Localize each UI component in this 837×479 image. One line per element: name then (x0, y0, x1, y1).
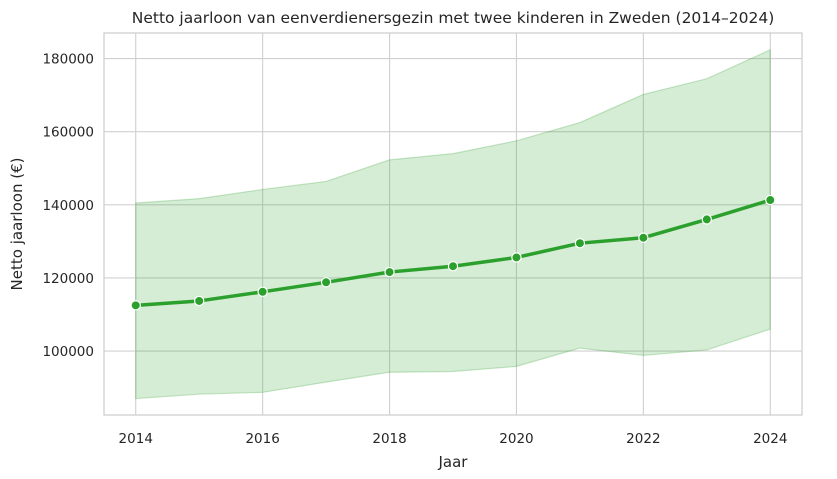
y-tick-label: 120000 (42, 271, 94, 287)
confidence-band-layer (135, 48, 771, 400)
confidence-band (135, 48, 771, 400)
x-tick-label: 2020 (499, 431, 533, 447)
data-point (384, 266, 395, 278)
x-tick-label: 2016 (245, 431, 279, 447)
data-point (130, 300, 141, 311)
chart-title: Netto jaarloon van eenverdienersgezin me… (132, 9, 775, 27)
x-tick-label: 2022 (626, 431, 660, 447)
x-tick-labels: 2014 2016 2018 2020 2022 2024 (119, 431, 788, 447)
y-axis-label: Netto jaarloon (€) (8, 158, 26, 291)
y-tick-label: 100000 (42, 344, 94, 360)
x-tick-label: 2024 (753, 431, 787, 447)
grid-lines (104, 33, 802, 415)
data-point (320, 277, 332, 288)
data-point (701, 214, 713, 225)
y-tick-labels: 100000 120000 140000 160000 180000 (42, 52, 94, 360)
data-point (765, 194, 776, 206)
x-tick-label: 2014 (119, 431, 153, 447)
y-tick-label: 160000 (42, 125, 94, 141)
data-points-layer (130, 194, 776, 311)
data-point (193, 295, 205, 307)
data-point (638, 232, 649, 243)
plot-frame (103, 32, 803, 416)
data-point (447, 261, 459, 272)
data-point (574, 237, 586, 249)
y-tick-label: 180000 (42, 52, 94, 68)
x-tick-label: 2018 (372, 431, 406, 447)
data-point (511, 252, 522, 263)
data-point (257, 286, 268, 298)
y-tick-label: 140000 (42, 198, 94, 214)
x-axis-label: Jaar (438, 453, 469, 471)
